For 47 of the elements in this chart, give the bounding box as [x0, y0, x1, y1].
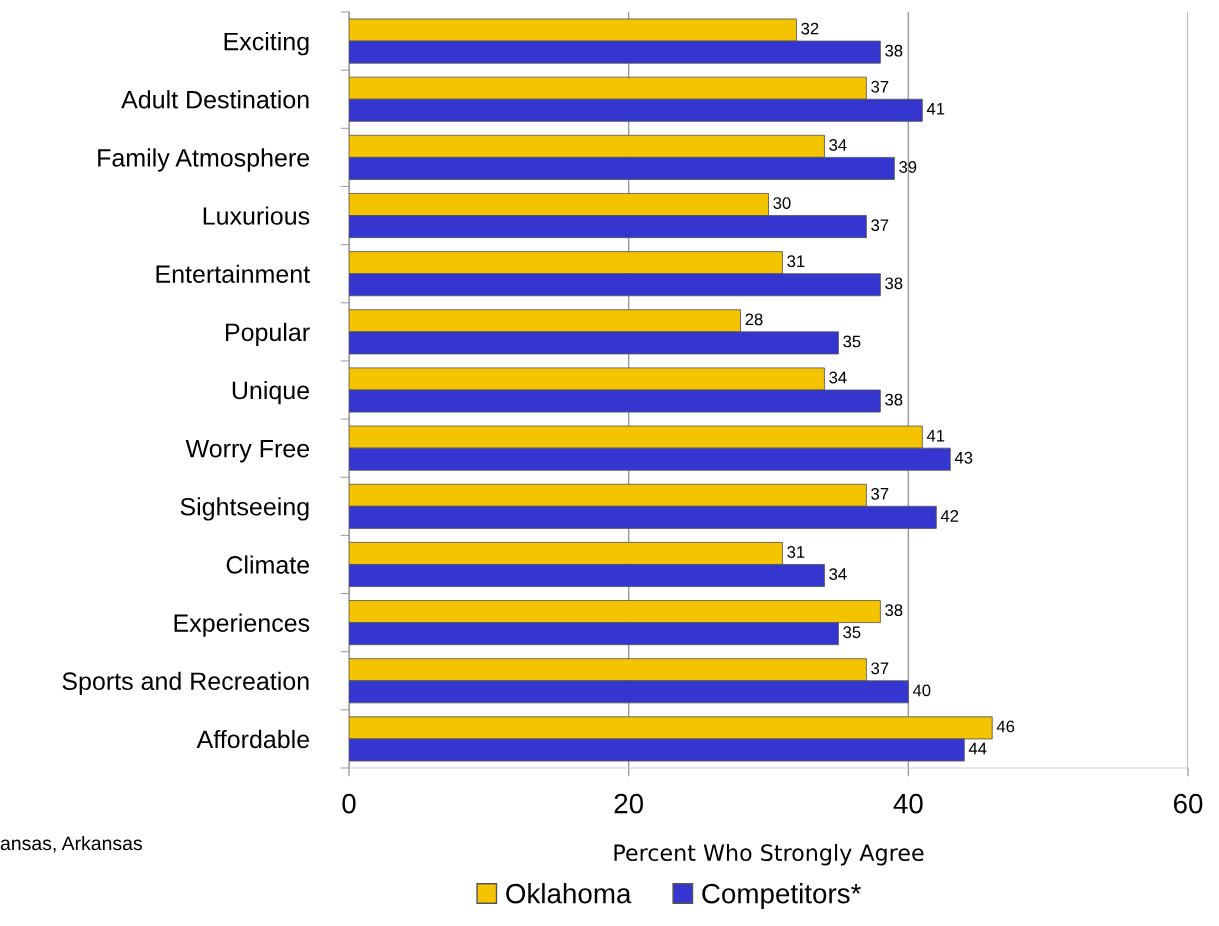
- y-tick-label: Climate: [226, 555, 309, 574]
- y-tick-label: Entertainment: [156, 264, 310, 283]
- x-tick-label: 20: [614, 793, 644, 814]
- data-label: 41: [926, 103, 945, 115]
- y-tick-label: Affordable: [196, 729, 310, 749]
- y-tick-label: Sightseeing: [180, 497, 309, 521]
- data-label: 38: [885, 604, 903, 617]
- data-label: 28: [745, 313, 763, 326]
- y-tick-label: Luxurious: [203, 206, 310, 225]
- data-label: 39: [899, 161, 917, 173]
- y-tick-label: Popular: [226, 322, 310, 347]
- y-tick-label: Family Atmosphere: [98, 148, 310, 172]
- x-tick-label: 60: [1173, 793, 1203, 814]
- data-label: 30: [773, 197, 791, 209]
- x-tick-label: 0: [342, 793, 356, 814]
- data-label: 37: [871, 80, 889, 93]
- data-label: 37: [871, 662, 889, 675]
- data-label: 35: [843, 626, 861, 639]
- data-label: 31: [787, 255, 805, 268]
- legend-label: Competitors*: [702, 883, 861, 909]
- x-tick-label: 40: [893, 793, 923, 814]
- data-label: 34: [829, 139, 847, 151]
- data-label: 38: [885, 44, 903, 57]
- data-label: 38: [885, 393, 903, 406]
- y-tick-label: Adult Destination: [121, 90, 309, 109]
- data-label: 37: [871, 219, 889, 232]
- y-tick-label: Experiences: [174, 613, 310, 637]
- data-label: 42: [940, 510, 959, 522]
- y-tick-label: Unique: [232, 380, 310, 405]
- x-axis-title: Percent Who Strongly Agree: [614, 843, 924, 866]
- data-label: 37: [871, 487, 889, 500]
- y-tick-label: Worry Free: [185, 440, 310, 463]
- data-label: 44: [968, 742, 987, 755]
- data-label: 34: [829, 568, 847, 580]
- data-label: 34: [829, 371, 847, 384]
- y-tick-label: Sports and Recreation: [62, 671, 309, 696]
- data-label: 46: [996, 720, 1015, 733]
- data-label: 41: [926, 429, 945, 442]
- data-label: 38: [885, 277, 903, 290]
- text: ansas, Arkansas: [0, 835, 142, 853]
- data-label: 35: [843, 335, 861, 348]
- data-label: 32: [801, 22, 819, 35]
- legend-label: Oklahoma: [506, 883, 632, 904]
- data-label: 40: [912, 684, 931, 697]
- data-label: 43: [954, 451, 973, 464]
- data-label: 31: [787, 546, 805, 558]
- y-tick-label: Exciting: [224, 32, 309, 56]
